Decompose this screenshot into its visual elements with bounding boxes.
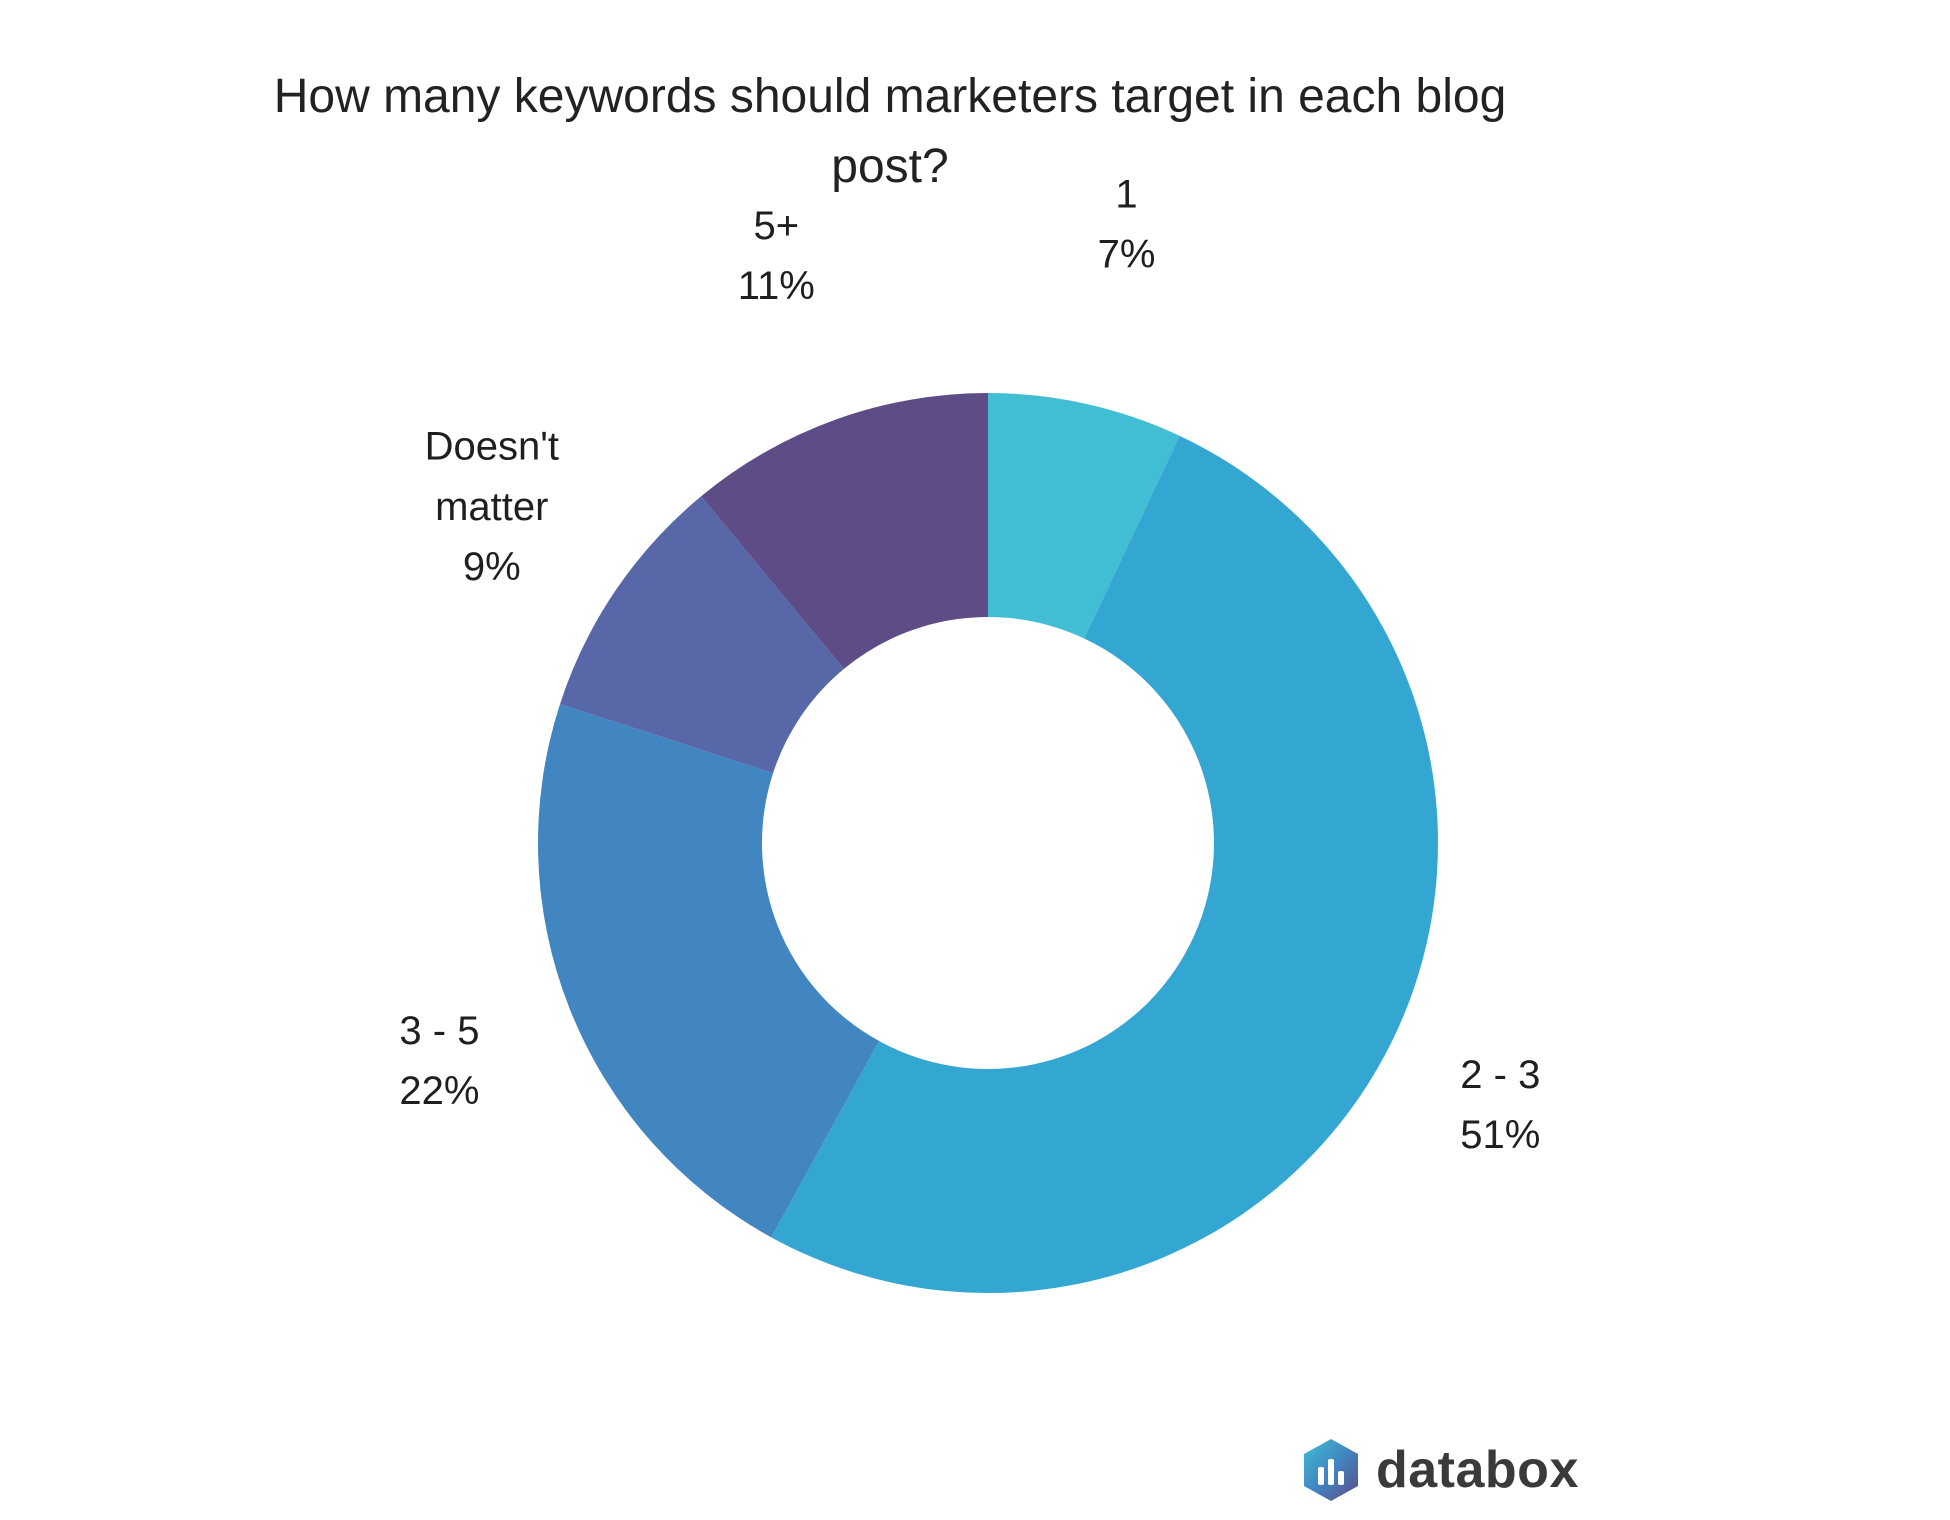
slice-5 [701,393,988,669]
slice-value-label: 11% [738,264,815,308]
chart-title: How many keywords should marketers targe… [273,70,1507,193]
slice-category-label: 5+ [753,204,799,248]
slice-category-label: 1 [1115,172,1137,216]
slice-value-label: 7% [1098,232,1156,276]
brand-name: databox [1376,1441,1579,1499]
slice-category-label: Doesn't [425,425,559,469]
brand-watermark: databox [1300,1435,1579,1505]
slice-labels: 1 7%2 - 3 51%3 - 5 22%Doesn't matter 9%5+ 11% [399,172,1540,1157]
slice-label-5: 5+ 11% [738,204,815,308]
slice-category-label: 3 - 5 [399,1009,479,1053]
databox-logo-icon [1304,1439,1358,1501]
slice-1 [988,393,1180,639]
slice-label-1: 1 7% [1098,172,1156,276]
slice-category-label: matter [435,485,548,529]
slice-3-5 [538,703,880,1238]
slice-label-3-5: 3 - 5 22% [399,1009,479,1113]
slice-label-doesn-t-matter: Doesn't matter 9% [425,425,559,589]
slice-value-label: 9% [463,545,521,589]
donut-slices [538,393,1439,1294]
slice-doesn-t-matter [560,496,844,774]
slice-2-3 [771,435,1439,1294]
slice-value-label: 51% [1460,1113,1540,1157]
slice-value-label: 22% [399,1069,479,1113]
slice-category-label: 2 - 3 [1460,1053,1540,1097]
slice-label-2-3: 2 - 3 51% [1460,1053,1540,1157]
